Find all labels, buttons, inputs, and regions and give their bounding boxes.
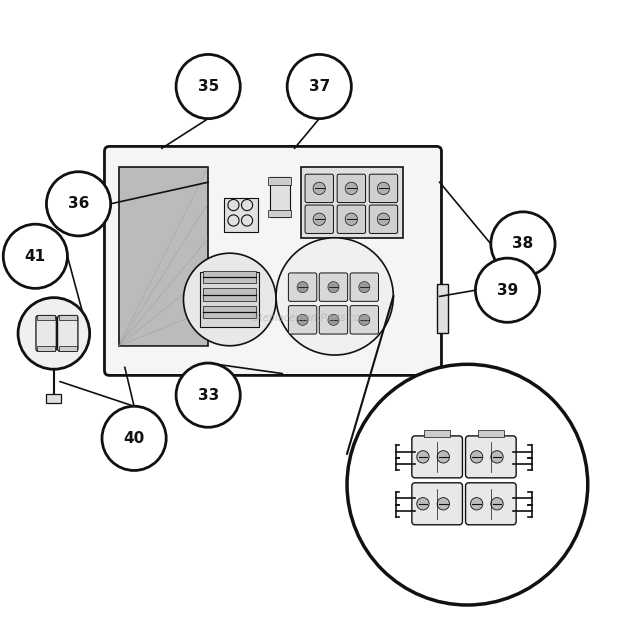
Circle shape xyxy=(417,497,429,510)
Bar xyxy=(436,284,448,333)
Bar xyxy=(477,430,504,437)
Circle shape xyxy=(176,363,241,427)
Circle shape xyxy=(328,314,339,326)
Text: 36: 36 xyxy=(68,197,89,211)
Bar xyxy=(424,430,451,437)
FancyBboxPatch shape xyxy=(319,306,348,334)
Circle shape xyxy=(102,406,166,471)
Circle shape xyxy=(297,314,308,326)
Bar xyxy=(118,167,208,346)
FancyBboxPatch shape xyxy=(305,174,334,203)
Circle shape xyxy=(476,258,539,322)
Bar xyxy=(270,177,290,218)
FancyBboxPatch shape xyxy=(288,273,317,301)
FancyBboxPatch shape xyxy=(466,436,516,478)
Circle shape xyxy=(471,497,483,510)
Circle shape xyxy=(378,213,389,225)
Circle shape xyxy=(184,253,276,346)
FancyBboxPatch shape xyxy=(350,273,379,301)
Text: 40: 40 xyxy=(123,431,144,446)
FancyBboxPatch shape xyxy=(350,306,379,334)
Circle shape xyxy=(359,314,370,326)
Text: 33: 33 xyxy=(198,388,219,403)
FancyBboxPatch shape xyxy=(466,483,516,525)
Bar xyxy=(203,271,256,284)
FancyBboxPatch shape xyxy=(319,273,348,301)
Circle shape xyxy=(3,224,68,288)
Bar xyxy=(46,394,61,403)
Bar xyxy=(203,288,256,301)
Circle shape xyxy=(437,451,450,463)
Circle shape xyxy=(491,212,555,276)
Circle shape xyxy=(359,282,370,293)
Bar xyxy=(268,177,291,184)
FancyBboxPatch shape xyxy=(36,315,56,351)
Bar xyxy=(268,210,291,218)
Circle shape xyxy=(417,451,429,463)
Circle shape xyxy=(313,213,326,225)
Bar xyxy=(59,346,77,350)
FancyBboxPatch shape xyxy=(104,146,441,375)
Circle shape xyxy=(345,182,358,195)
Bar xyxy=(59,315,77,320)
Bar xyxy=(37,315,55,320)
Bar xyxy=(203,306,256,318)
Circle shape xyxy=(46,172,110,236)
Bar xyxy=(224,198,257,232)
Circle shape xyxy=(287,55,352,119)
FancyBboxPatch shape xyxy=(305,205,334,233)
Text: 38: 38 xyxy=(512,237,534,251)
Circle shape xyxy=(437,497,450,510)
Text: eReplacementParts.com: eReplacementParts.com xyxy=(250,313,370,323)
FancyBboxPatch shape xyxy=(370,205,397,233)
Circle shape xyxy=(378,182,389,195)
FancyBboxPatch shape xyxy=(412,436,463,478)
Bar xyxy=(301,167,402,238)
Circle shape xyxy=(491,451,503,463)
FancyBboxPatch shape xyxy=(58,315,78,351)
FancyBboxPatch shape xyxy=(337,205,366,233)
Text: 35: 35 xyxy=(198,79,219,94)
Circle shape xyxy=(347,364,588,605)
Circle shape xyxy=(176,55,241,119)
FancyBboxPatch shape xyxy=(412,483,463,525)
FancyBboxPatch shape xyxy=(337,174,366,203)
FancyBboxPatch shape xyxy=(288,306,317,334)
FancyBboxPatch shape xyxy=(370,174,397,203)
Circle shape xyxy=(328,282,339,293)
Text: 37: 37 xyxy=(309,79,330,94)
Text: 39: 39 xyxy=(497,283,518,298)
Circle shape xyxy=(297,282,308,293)
Circle shape xyxy=(276,238,393,355)
Text: 41: 41 xyxy=(25,249,46,264)
Circle shape xyxy=(345,213,358,225)
Circle shape xyxy=(471,451,483,463)
Bar xyxy=(37,346,55,350)
Bar xyxy=(200,272,259,328)
Circle shape xyxy=(491,497,503,510)
Circle shape xyxy=(18,298,90,370)
Circle shape xyxy=(313,182,326,195)
